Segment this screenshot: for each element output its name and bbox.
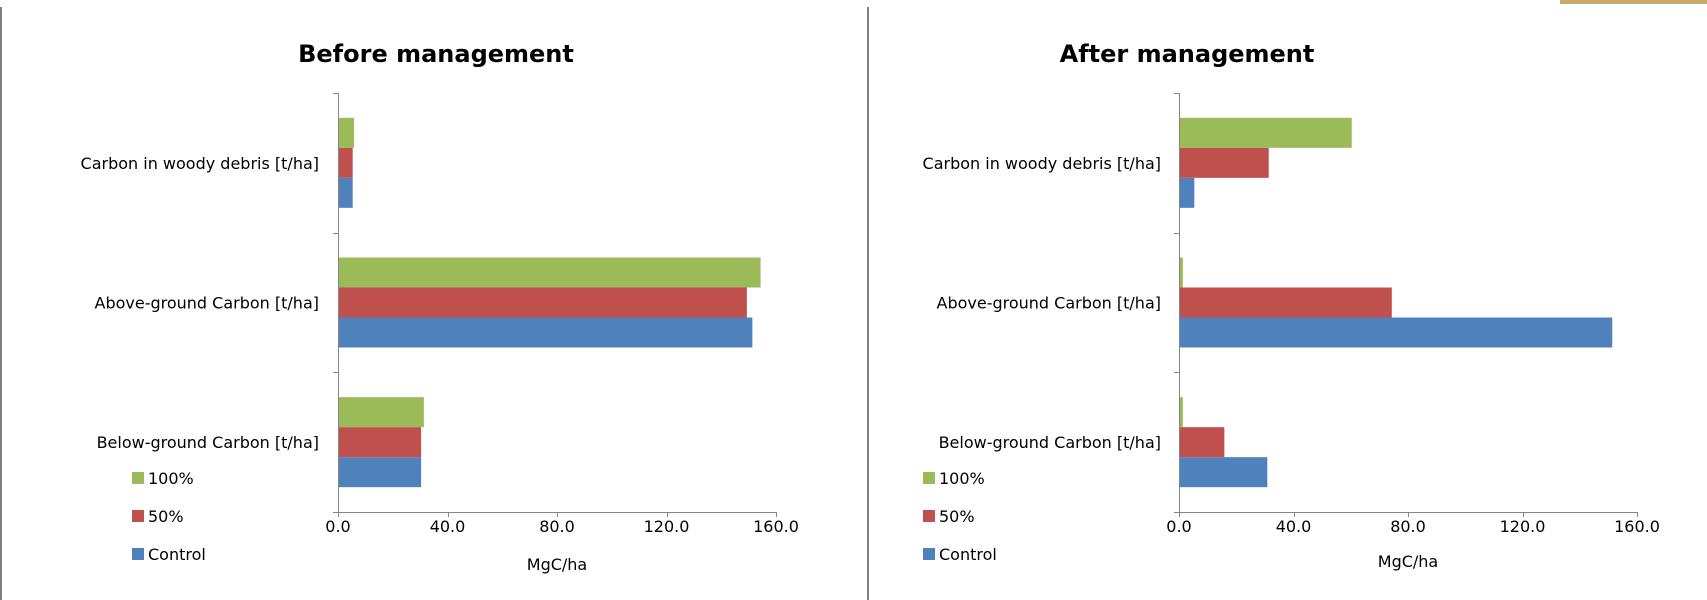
legend-swatch [132,472,144,484]
category-label: Below-ground Carbon [t/ha] [939,433,1161,452]
chart-panel-after: After management 0.0 40.0 80.0 120.0 160.0 MgC… [868,7,1707,600]
bar-50pct [339,427,422,458]
category-label: Carbon in woody debris [t/ha] [81,154,319,173]
bar-control [339,457,422,488]
chart-title: After management [1060,40,1315,68]
decorative-accent-bar [1560,0,1707,4]
legend-swatch [923,510,935,522]
legend-swatch [132,510,144,522]
bar-control [1180,457,1268,488]
bar-100pct [339,397,424,428]
category-label: Carbon in woody debris [t/ha] [923,154,1161,173]
x-tick-label: 80.0 [539,517,575,536]
bar-50pct [1180,147,1269,178]
bar-50pct [1180,427,1225,458]
bar-100pct [1180,257,1183,288]
bar-100pct [339,257,761,288]
x-tick-label: 40.0 [430,517,466,536]
bar-control [339,177,353,208]
legend-swatch [923,472,935,484]
bar-50pct [339,287,747,318]
bar-50pct [339,147,353,178]
chart-panel-before: Before management 0.0 40.0 80.0 120.0 160.0 Mg… [0,7,868,600]
legend-label: 50% [939,507,975,526]
before-management-chart: Before management 0.0 40.0 80.0 120.0 160.0 Mg… [81,40,799,574]
bar-100pct [339,117,355,148]
x-tick-label: 0.0 [1166,517,1191,536]
after-management-chart: After management 0.0 40.0 80.0 120.0 160.0 MgC… [923,40,1660,571]
legend-swatch [132,548,144,560]
x-tick-label: 80.0 [1390,517,1426,536]
x-tick-label: 0.0 [325,517,350,536]
category-label: Below-ground Carbon [t/ha] [97,433,319,452]
legend-label: Control [148,545,206,564]
x-tick-label: 160.0 [1614,517,1660,536]
bar-100pct [1180,397,1183,428]
legend-swatch [923,548,935,560]
legend-label: Control [939,545,997,564]
legend-label: 100% [939,469,985,488]
x-tick-label: 120.0 [644,517,690,536]
bar-control [1180,317,1613,348]
bar-100pct [1180,117,1352,148]
legend-label: 50% [148,507,184,526]
category-label: Above-ground Carbon [t/ha] [95,294,320,313]
legend-label: 100% [148,469,194,488]
x-tick-label: 120.0 [1500,517,1546,536]
category-label: Above-ground Carbon [t/ha] [937,294,1162,313]
bar-50pct [1180,287,1392,318]
x-axis-label: MgC/ha [1378,552,1438,571]
bar-control [339,317,753,348]
x-tick-label: 40.0 [1276,517,1312,536]
x-axis-label: MgC/ha [527,555,587,574]
bar-control [1180,177,1195,208]
x-tick-label: 160.0 [753,517,799,536]
chart-title: Before management [298,40,574,68]
